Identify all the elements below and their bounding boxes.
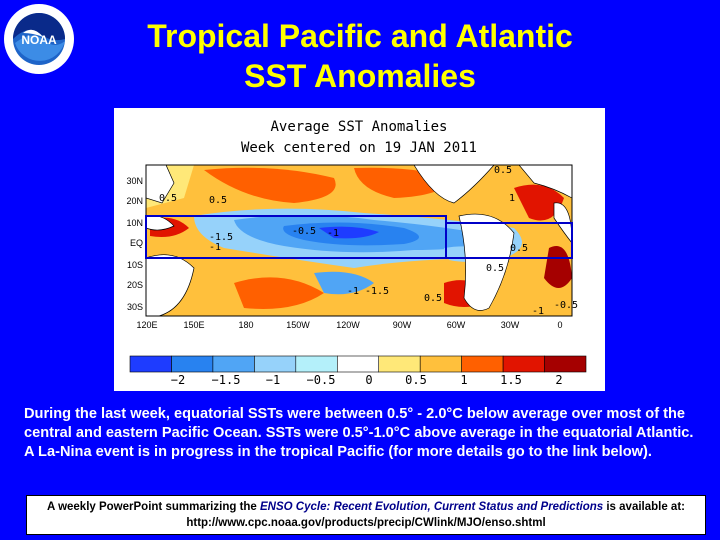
map-subtitle: Week centered on 19 JAN 2011 <box>241 140 477 156</box>
lat-label: 10N <box>126 218 143 228</box>
lon-label: 180 <box>238 320 253 330</box>
colorbar-label: 0 <box>365 373 372 387</box>
footer-url[interactable]: http://www.cpc.noaa.gov/products/precip/… <box>186 517 546 529</box>
sst-anomaly-map: Average SST Anomalies Week centered on 1… <box>126 119 587 387</box>
contour-label: -0.5 <box>554 300 578 311</box>
colorbar-swatch <box>378 355 421 373</box>
contour-label: 0.5 <box>510 243 528 254</box>
colorbar-swatch <box>254 355 297 373</box>
footer-box: A weekly PowerPoint summarizing the ENSO… <box>26 495 706 535</box>
colorbar-swatch <box>171 355 214 373</box>
contour-label: -1 <box>209 242 221 253</box>
contour-label: -1.5 <box>365 286 389 297</box>
slide-title: Tropical Pacific and Atlantic SST Anomal… <box>80 16 640 96</box>
lon-label: 60W <box>447 320 466 330</box>
contour-label: -1 <box>327 228 339 239</box>
contour-label: 0.5 <box>159 193 177 204</box>
colorbar <box>129 355 587 373</box>
lon-label: 30W <box>501 320 520 330</box>
contour-label: 0.5 <box>486 263 504 274</box>
lat-label: EQ <box>130 238 143 248</box>
colorbar-label: 2 <box>555 373 562 387</box>
colorbar-label: 1 <box>460 373 467 387</box>
colorbar-swatch <box>295 355 338 373</box>
map-plot-area <box>145 164 573 317</box>
title-line-2: SST Anomalies <box>244 58 476 94</box>
contour-label: 1 <box>509 193 515 204</box>
contour-label: -1.5 <box>209 232 233 243</box>
noaa-logo: NOAA <box>4 4 74 74</box>
colorbar-swatch <box>544 355 587 373</box>
colorbar-swatch <box>212 355 255 373</box>
lon-label: 120W <box>336 320 360 330</box>
colorbar-swatch <box>419 355 463 373</box>
atlantic-region-box <box>445 222 573 259</box>
colorbar-label: 1.5 <box>500 373 522 387</box>
contour-label: -1 <box>532 306 544 317</box>
contour-label: 0.5 <box>424 293 442 304</box>
footer-italic: ENSO Cycle: Recent Evolution, Current St… <box>260 501 604 513</box>
colorbar-label: −1.5 <box>212 373 241 387</box>
colorbar-label: −0.5 <box>307 373 336 387</box>
colorbar-swatch <box>337 355 380 373</box>
slide-body-text: During the last week, equatorial SSTs we… <box>24 406 694 460</box>
contour-label: 0.5 <box>209 195 227 206</box>
colorbar-label: 0.5 <box>405 373 427 387</box>
colorbar-swatch <box>502 355 545 373</box>
lon-label: 0 <box>557 320 562 330</box>
colorbar-swatch <box>461 355 504 373</box>
title-line-1: Tropical Pacific and Atlantic <box>147 18 573 54</box>
lat-label: 20N <box>126 196 143 206</box>
footer-pre: A weekly PowerPoint summarizing the <box>47 501 261 513</box>
contour-label: -1 <box>347 286 359 297</box>
lat-label: 30S <box>127 302 143 312</box>
lon-label: 150E <box>183 320 204 330</box>
map-title: Average SST Anomalies <box>270 119 447 135</box>
sst-map-panel: Average SST Anomalies Week centered on 1… <box>114 108 605 391</box>
colorbar-label: −1 <box>266 373 280 387</box>
footer-post: is available at: <box>603 501 685 513</box>
lon-label: 120E <box>136 320 157 330</box>
colorbar-swatch <box>129 355 172 373</box>
lon-label: 150W <box>286 320 310 330</box>
lat-label: 20S <box>127 280 143 290</box>
lat-label: 30N <box>126 176 143 186</box>
logo-text: NOAA <box>21 33 57 47</box>
lon-label: 90W <box>393 320 412 330</box>
colorbar-label: −2 <box>171 373 185 387</box>
contour-label: 0.5 <box>494 165 512 176</box>
contour-label: -0.5 <box>292 226 316 237</box>
lat-label: 10S <box>127 260 143 270</box>
